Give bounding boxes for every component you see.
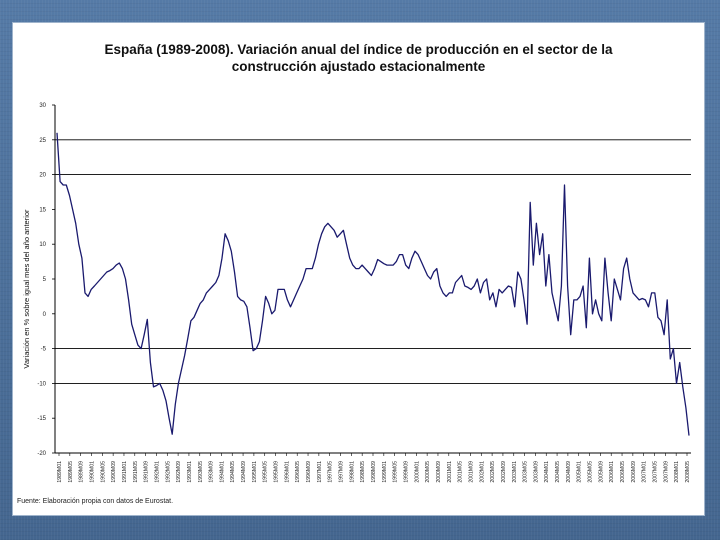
y-tick-label: 0 bbox=[43, 312, 47, 318]
x-tick-label: 1997M01 bbox=[317, 461, 323, 483]
x-tick-label: 2004M09 bbox=[566, 461, 572, 483]
x-tick-label: 1995M05 bbox=[263, 461, 269, 483]
x-tick-label: 2008M01 bbox=[674, 461, 680, 483]
x-tick-label: 1999M09 bbox=[403, 461, 409, 483]
y-tick-label: -10 bbox=[37, 381, 46, 387]
x-tick-label: 1989M05 bbox=[68, 461, 74, 483]
x-tick-label: 1990M09 bbox=[111, 461, 117, 483]
x-tick-label: 1992M05 bbox=[165, 461, 171, 483]
x-tick-label: 2007M09 bbox=[663, 461, 669, 483]
y-tick-label: 30 bbox=[39, 103, 46, 109]
x-tick-label: 2006M05 bbox=[620, 461, 626, 483]
y-tick-label: 25 bbox=[39, 138, 46, 144]
y-tick-label: 20 bbox=[39, 173, 46, 179]
x-tick-label: 1996M09 bbox=[306, 461, 312, 483]
x-tick-label: 2003M05 bbox=[523, 461, 529, 483]
source-note: Fuente: Elaboración propia con datos de … bbox=[17, 498, 174, 505]
series-layer bbox=[56, 132, 690, 436]
x-tick-label: 1993M09 bbox=[209, 461, 215, 483]
x-axis-ticks: 1989M01 1989M05 1989M09 1990M01 1990M05 1990M… bbox=[57, 453, 691, 483]
y-tick-label: 10 bbox=[39, 242, 46, 248]
series-line bbox=[56, 132, 690, 436]
x-tick-label: 1991M01 bbox=[122, 461, 128, 483]
x-tick-label: 2002M05 bbox=[490, 461, 496, 483]
chart-title-line-2: construcción ajustado estacionalmente bbox=[231, 59, 486, 74]
x-tick-label: 1991M05 bbox=[133, 461, 139, 483]
x-tick-label: 2008M05 bbox=[685, 461, 691, 483]
reference-lines bbox=[55, 139, 691, 384]
x-tick-label: 1995M09 bbox=[274, 461, 280, 483]
x-tick-label: 2006M01 bbox=[609, 461, 615, 483]
x-tick-label: 1995M01 bbox=[252, 461, 258, 483]
x-tick-label: 2001M09 bbox=[468, 461, 474, 483]
x-tick-label: 1994M05 bbox=[230, 461, 236, 483]
x-tick-label: 1997M09 bbox=[339, 461, 345, 483]
x-tick-label: 2006M09 bbox=[631, 461, 637, 483]
x-tick-label: 2000M09 bbox=[436, 461, 442, 483]
x-tick-label: 1989M01 bbox=[57, 461, 63, 483]
x-tick-label: 2005M09 bbox=[598, 461, 604, 483]
x-tick-label: 1998M09 bbox=[371, 461, 377, 483]
x-tick-label: 2001M01 bbox=[447, 461, 453, 483]
x-tick-label: 1998M01 bbox=[349, 461, 355, 483]
x-tick-label: 1997M05 bbox=[328, 461, 334, 483]
x-tick-label: 2005M05 bbox=[588, 461, 594, 483]
x-tick-label: 2001M05 bbox=[458, 461, 464, 483]
x-tick-label: 2003M01 bbox=[512, 461, 518, 483]
chart-title: España (1989-2008). Variación anual del … bbox=[13, 41, 704, 75]
x-tick-label: 1996M01 bbox=[284, 461, 290, 483]
y-axis-label: Variación en % sobre igual mes del año a… bbox=[22, 209, 31, 369]
x-tick-label: 1996M05 bbox=[295, 461, 301, 483]
chart-slide: España (1989-2008). Variación anual del … bbox=[12, 22, 705, 516]
x-tick-label: 1990M05 bbox=[100, 461, 106, 483]
x-tick-label: 2002M09 bbox=[501, 461, 507, 483]
x-tick-label: 1989M09 bbox=[79, 461, 85, 483]
x-tick-label: 1992M09 bbox=[176, 461, 182, 483]
chart-title-line-1: España (1989-2008). Variación anual del … bbox=[104, 42, 613, 57]
x-tick-label: 1990M01 bbox=[89, 461, 95, 483]
x-tick-label: 1999M05 bbox=[393, 461, 399, 483]
y-axis-ticks: 30 25 20 15 10 5 0 -5 -10 -15 -20 bbox=[37, 103, 55, 457]
x-tick-label: 1994M09 bbox=[241, 461, 247, 483]
x-tick-label: 2007M05 bbox=[653, 461, 659, 483]
x-tick-label: 2004M01 bbox=[544, 461, 550, 483]
x-tick-label: 2005M01 bbox=[577, 461, 583, 483]
x-tick-label: 1994M01 bbox=[219, 461, 225, 483]
y-tick-label: -20 bbox=[37, 451, 46, 457]
x-tick-label: 2003M09 bbox=[533, 461, 539, 483]
x-tick-label: 2004M05 bbox=[555, 461, 561, 483]
x-tick-label: 2000M05 bbox=[425, 461, 431, 483]
x-tick-label: 2000M01 bbox=[414, 461, 420, 483]
x-tick-label: 1991M09 bbox=[144, 461, 150, 483]
y-tick-label: -5 bbox=[41, 347, 47, 353]
x-tick-label: 1993M05 bbox=[198, 461, 204, 483]
x-tick-label: 1999M01 bbox=[382, 461, 388, 483]
y-tick-label: 15 bbox=[39, 207, 46, 213]
x-tick-label: 1992M01 bbox=[154, 461, 160, 483]
y-tick-label: -15 bbox=[37, 416, 46, 422]
x-tick-label: 2002M01 bbox=[479, 461, 485, 483]
x-tick-label: 2007M01 bbox=[642, 461, 648, 483]
plot-frame bbox=[54, 105, 691, 454]
x-tick-label: 1998M05 bbox=[360, 461, 366, 483]
x-tick-label: 1993M01 bbox=[187, 461, 193, 483]
y-tick-label: 5 bbox=[43, 277, 47, 283]
